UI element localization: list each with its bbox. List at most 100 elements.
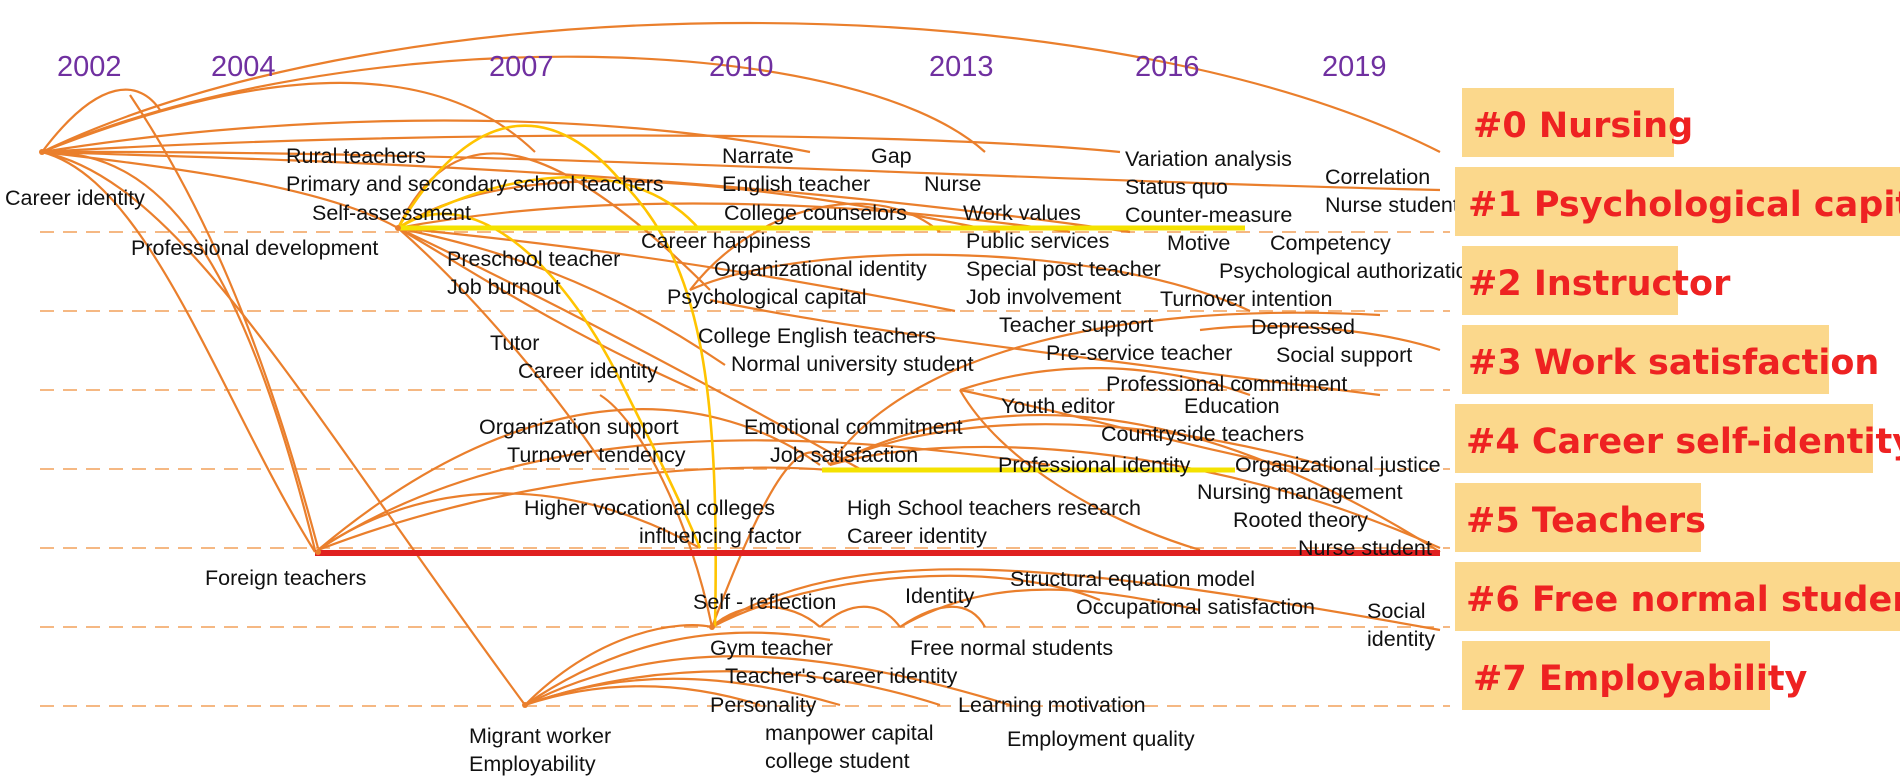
keyword-label: Motive	[1167, 231, 1230, 255]
link-arc	[41, 150, 316, 553]
link-arc	[829, 311, 1381, 466]
keyword-label: Nurse student	[1298, 536, 1432, 560]
keyword-label: Social	[1367, 599, 1426, 623]
keyword-label: Career identity	[5, 186, 145, 210]
keyword-label: Narrate	[722, 144, 794, 168]
link-arc	[317, 408, 821, 551]
keyword-label: Turnover intention	[1160, 287, 1333, 311]
link-arc	[41, 88, 161, 153]
link-arcs	[41, 21, 1441, 707]
link-arc	[397, 226, 956, 313]
keyword-label: High School teachers research	[847, 496, 1141, 520]
keyword-label: Job satisfaction	[770, 443, 918, 467]
link-arc	[524, 677, 841, 707]
keyword-label: Job burnout	[447, 275, 561, 299]
keyword-label: Professional commitment	[1106, 372, 1347, 396]
keyword-label: Normal university student	[731, 352, 974, 376]
keyword-label: College English teachers	[698, 324, 936, 348]
keyword-label: Correlation	[1325, 165, 1430, 189]
keyword-label: Gym teacher	[710, 636, 833, 660]
keyword-label: Personality	[710, 693, 817, 717]
keyword-label: Learning motivation	[958, 693, 1146, 717]
link-arc	[524, 631, 831, 706]
cluster-label-box	[1455, 483, 1701, 552]
cluster-labels: #0 Nursing #1 Psychological capital #2 I…	[1455, 88, 1900, 710]
keyword-label: Status quo	[1125, 175, 1228, 199]
keyword-label: Career identity	[518, 359, 658, 383]
keyword-label: Depressed	[1251, 315, 1355, 339]
link-arc	[129, 94, 320, 549]
link-arc	[829, 413, 1441, 553]
keyword-label: Identity	[905, 584, 975, 608]
keyword-label: Work values	[963, 201, 1081, 225]
keyword-label: identity	[1367, 627, 1435, 651]
node-dot	[709, 624, 715, 630]
cluster-label-box	[1455, 167, 1900, 236]
keyword-label: Countryside teachers	[1101, 422, 1304, 446]
keyword-label: Organization support	[479, 415, 679, 439]
year-label-2002: 2002	[57, 51, 122, 83]
cluster-label-7: #7 Employability	[1473, 659, 1808, 699]
keyword-label: Career identity	[847, 524, 987, 548]
keyword-label: Free normal students	[910, 636, 1113, 660]
keyword-label: Teacher's career identity	[725, 664, 958, 688]
cluster-label-3: #3 Work satisfaction	[1468, 343, 1879, 383]
year-label-2007: 2007	[489, 51, 554, 83]
keyword-label: Career happiness	[641, 229, 811, 253]
keyword-label: Nurse students	[1325, 193, 1470, 217]
keyword-label: Occupational satisfaction	[1076, 595, 1315, 619]
keyword-label: Special post teacher	[966, 257, 1161, 281]
cluster-label-box	[1462, 88, 1674, 157]
link-arc	[899, 605, 986, 628]
year-axis: 2002 2004 2007 2010 2013 2016 2019	[57, 51, 1387, 83]
keyword-label: College counselors	[724, 201, 907, 225]
link-arc	[41, 150, 526, 706]
highlight-arc	[396, 124, 718, 628]
keyword-label: Tutor	[490, 331, 539, 355]
keyword-label: influencing factor	[639, 524, 802, 548]
keyword-label: Variation analysis	[1125, 147, 1292, 171]
year-label-2019: 2019	[1322, 51, 1387, 83]
keyword-label: Job involvement	[966, 285, 1121, 309]
link-arc	[41, 150, 1131, 234]
link-arc	[41, 150, 317, 551]
keyword-label: manpower capital	[765, 721, 934, 745]
node-dot	[39, 149, 45, 155]
keyword-label: Professional identity	[998, 453, 1191, 477]
keyword-label: Organizational justice	[1235, 453, 1441, 477]
link-arc	[689, 253, 1251, 312]
keyword-label: Foreign teachers	[205, 566, 366, 590]
keyword-label: Gap	[871, 144, 912, 168]
link-arc	[317, 466, 831, 552]
cluster-label-box	[1455, 562, 1900, 631]
keyword-label: English teacher	[722, 172, 870, 196]
highlight-arc	[397, 212, 702, 549]
keyword-label: Rooted theory	[1233, 508, 1368, 532]
link-arc	[709, 298, 1381, 397]
keyword-label: Public services	[966, 229, 1109, 253]
cluster-label-4: #4 Career self-identity	[1466, 422, 1900, 462]
keyword-label: Youth editor	[1001, 394, 1115, 418]
cluster-label-6: #6 Free normal students	[1466, 580, 1900, 620]
link-arc	[41, 134, 1121, 154]
link-arc	[524, 655, 1011, 707]
link-arc	[899, 588, 1201, 628]
year-label-2004: 2004	[211, 51, 276, 83]
keyword-label: Self-assessment	[312, 201, 471, 225]
node-dot	[315, 549, 321, 555]
node-dots	[39, 149, 715, 708]
node-dot	[395, 225, 401, 231]
keyword-label: Structural equation model	[1010, 567, 1255, 591]
cluster-label-5: #5 Teachers	[1466, 501, 1706, 541]
link-arc	[397, 202, 1071, 234]
cluster-label-box	[1462, 325, 1829, 394]
year-label-2016: 2016	[1135, 51, 1200, 83]
cluster-label-1: #1 Psychological capital	[1468, 185, 1900, 225]
link-arc	[317, 439, 1051, 551]
keyword-label: Employability	[469, 752, 596, 776]
link-arc	[524, 685, 761, 707]
link-arc	[711, 574, 1101, 628]
keyword-label: college student	[765, 749, 910, 773]
keyword-label: Pre-service teacher	[1046, 341, 1232, 365]
